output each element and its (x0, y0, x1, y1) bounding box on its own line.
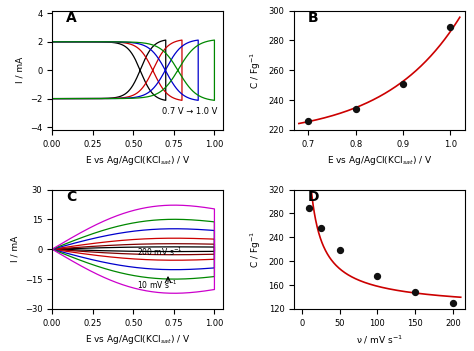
Text: 0.7 V → 1.0 V: 0.7 V → 1.0 V (162, 107, 218, 115)
Point (305, 205, 313, 211)
Text: 10 mV s$^{-1}$: 10 mV s$^{-1}$ (137, 278, 178, 291)
Text: C: C (66, 191, 76, 205)
Point (399, 81, 407, 86)
Point (317, 226, 324, 231)
Text: D: D (308, 191, 319, 205)
Point (411, 289, 419, 295)
Point (352, 106, 359, 112)
Y-axis label: C / Fg$^{-1}$: C / Fg$^{-1}$ (248, 231, 263, 267)
Point (336, 247, 343, 253)
Text: B: B (308, 12, 319, 26)
X-axis label: ν / mV s$^{-1}$: ν / mV s$^{-1}$ (356, 333, 403, 345)
Text: 200 mV s$^{-1}$: 200 mV s$^{-1}$ (137, 246, 183, 258)
Y-axis label: I / mA: I / mA (10, 236, 19, 262)
X-axis label: E vs Ag/AgCl(KCl$_{sat}$) / V: E vs Ag/AgCl(KCl$_{sat}$) / V (84, 154, 190, 167)
Point (374, 273, 381, 279)
Point (304, 118, 312, 124)
Text: A: A (66, 12, 76, 26)
X-axis label: E vs Ag/AgCl(KCl$_{sat}$) / V: E vs Ag/AgCl(KCl$_{sat}$) / V (327, 154, 432, 167)
Point (449, 300, 457, 306)
Y-axis label: C / Fg$^{-1}$: C / Fg$^{-1}$ (248, 52, 263, 88)
X-axis label: E vs Ag/AgCl(KCl$_{sat}$) / V: E vs Ag/AgCl(KCl$_{sat}$) / V (84, 333, 190, 346)
Point (447, 24, 454, 30)
Y-axis label: I / mA: I / mA (16, 57, 25, 83)
